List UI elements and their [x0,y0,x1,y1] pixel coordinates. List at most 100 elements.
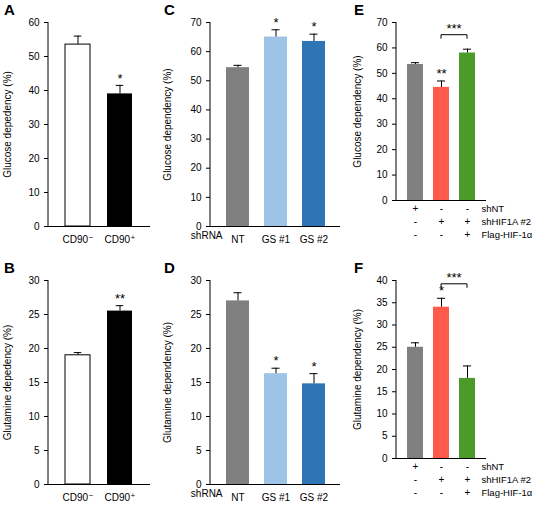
svg-text:*: * [273,15,278,30]
svg-text:Glucose depedency (%): Glucose depedency (%) [2,71,13,178]
svg-text:30: 30 [376,319,388,330]
svg-text:*: * [117,71,122,86]
svg-text:CD90⁻: CD90⁻ [63,492,94,503]
svg-text:shNT: shNT [481,203,504,214]
html-text:B: B [4,259,15,276]
html-text:C: C [164,1,175,18]
svg-text:Glucose dependency (%): Glucose dependency (%) [352,55,363,167]
svg-text:0: 0 [382,195,388,206]
svg-text:shNT: shNT [481,461,504,472]
svg-text:**: ** [115,291,125,306]
svg-text:+: + [439,216,445,227]
svg-text:*: * [273,353,278,368]
svg-text:-: - [414,216,417,227]
svg-text:-: - [440,487,443,498]
svg-text:70: 70 [190,17,202,28]
svg-text:-: - [440,461,443,472]
svg-text:Flag-HIF-1α: Flag-HIF-1α [481,229,532,240]
svg-text:GS #2: GS #2 [300,492,329,503]
svg-text:Glucose dependency (%): Glucose dependency (%) [162,68,173,180]
svg-text:15: 15 [28,377,40,388]
svg-text:GS #2: GS #2 [300,234,329,245]
svg-text:35: 35 [376,297,388,308]
svg-text:5: 5 [382,430,388,441]
svg-text:-: - [440,229,443,240]
svg-text:Glutamine dependency (%): Glutamine dependency (%) [352,309,363,430]
svg-text:-: - [466,203,469,214]
svg-text:70: 70 [376,17,388,28]
svg-text:-: - [414,474,417,485]
html-text:D: D [164,259,175,276]
svg-text:10: 10 [190,411,202,422]
svg-text:25: 25 [190,309,202,320]
svg-text:Glutamine dependency (%): Glutamine dependency (%) [162,322,173,443]
svg-text:20: 20 [376,364,388,375]
svg-text:20: 20 [190,343,202,354]
svg-text:***: *** [446,270,461,285]
svg-text:20: 20 [28,153,40,164]
svg-text:10: 10 [28,411,40,422]
svg-text:40: 40 [190,104,202,115]
svg-text:+: + [465,229,471,240]
svg-text:0: 0 [382,453,388,464]
svg-text:60: 60 [28,17,40,28]
svg-text:10: 10 [376,408,388,419]
svg-text:40: 40 [28,85,40,96]
svg-text:40: 40 [376,275,388,286]
svg-text:30: 30 [28,119,40,130]
svg-text:CD90⁺: CD90⁺ [105,234,136,245]
svg-text:Flag-HIF-1α: Flag-HIF-1α [481,487,532,498]
svg-text:**: ** [436,66,446,81]
svg-text:10: 10 [28,187,40,198]
svg-text:shHIF1A #2: shHIF1A #2 [481,216,531,227]
svg-text:10: 10 [190,192,202,203]
svg-text:+: + [413,203,419,214]
html-text:A: A [4,1,15,18]
svg-text:50: 50 [28,51,40,62]
svg-text:60: 60 [190,46,202,57]
html-text:E: E [354,1,364,18]
svg-text:20: 20 [28,343,40,354]
svg-text:CD90⁻: CD90⁻ [63,234,94,245]
svg-text:*: * [311,359,316,374]
svg-text:50: 50 [190,75,202,86]
svg-text:GS #1: GS #1 [262,234,291,245]
svg-text:-: - [414,229,417,240]
svg-text:+: + [413,461,419,472]
svg-text:+: + [465,216,471,227]
svg-text:50: 50 [376,68,388,79]
svg-text:GS #1: GS #1 [262,492,291,503]
svg-text:CD90⁺: CD90⁺ [105,492,136,503]
svg-text:0: 0 [34,221,40,232]
svg-text:NT: NT [231,492,244,503]
svg-text:25: 25 [376,341,388,352]
svg-text:-: - [414,487,417,498]
svg-text:+: + [439,474,445,485]
svg-text:*: * [311,19,316,34]
svg-text:-: - [466,461,469,472]
svg-text:20: 20 [190,162,202,173]
svg-text:shRNA: shRNA [191,230,223,241]
svg-text:0: 0 [34,479,40,490]
svg-text:-: - [440,203,443,214]
svg-text:15: 15 [376,386,388,397]
svg-text:NT: NT [231,234,244,245]
svg-text:30: 30 [190,133,202,144]
svg-text:Glutamine depedency (%): Glutamine depedency (%) [2,325,13,441]
svg-text:30: 30 [28,275,40,286]
svg-text:5: 5 [34,445,40,456]
svg-text:40: 40 [376,93,388,104]
svg-text:10: 10 [376,169,388,180]
svg-text:25: 25 [28,309,40,320]
svg-text:60: 60 [376,42,388,53]
svg-text:30: 30 [376,118,388,129]
svg-text:30: 30 [190,275,202,286]
svg-text:5: 5 [196,445,202,456]
svg-text:***: *** [446,21,461,36]
svg-text:20: 20 [376,144,388,155]
svg-text:shRNA: shRNA [191,488,223,499]
svg-text:shHIF1A #2: shHIF1A #2 [481,474,531,485]
svg-text:+: + [465,487,471,498]
svg-text:+: + [465,474,471,485]
svg-text:15: 15 [190,377,202,388]
